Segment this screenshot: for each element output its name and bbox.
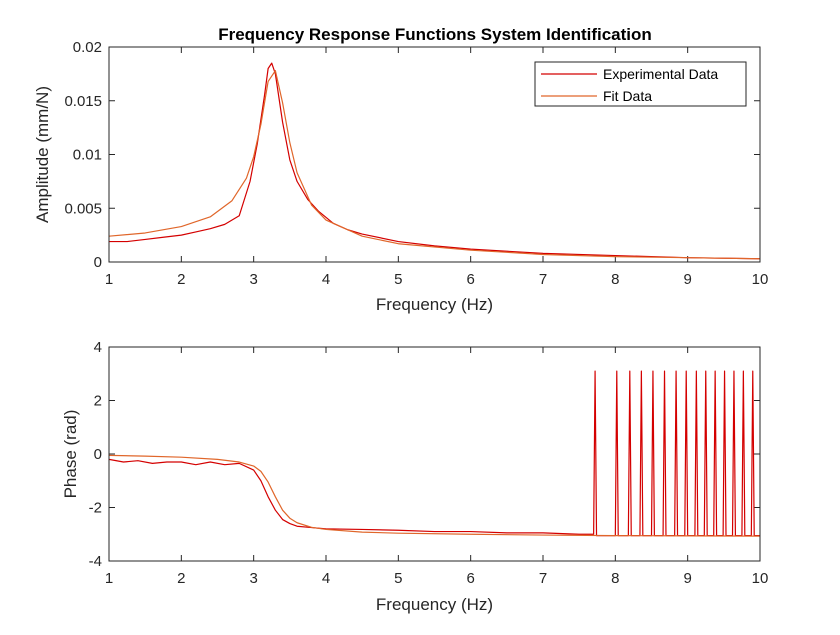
- amplitude-series-fit: [108, 70, 761, 260]
- phase-xtick-label: 3: [249, 570, 257, 587]
- phase-xtick-label: 5: [394, 570, 402, 587]
- amplitude-axes: 1 2 3 4 5 6 7 8 9 10 0 0.005 0.01 0.015 0.02 Frequency…: [33, 39, 768, 314]
- amplitude-xtick-label: 6: [466, 271, 474, 288]
- amplitude-ticks: 1 2 3 4 5 6 7 8 9 10 0 0.005 0.01 0.015 0.02: [64, 39, 768, 288]
- amplitude-xtick-label: 7: [539, 271, 547, 288]
- phase-xtick-label: 10: [752, 570, 769, 587]
- figure-title: Frequency Response Functions System Iden…: [218, 25, 652, 44]
- amplitude-xtick-label: 2: [177, 271, 185, 288]
- amplitude-xtick-label: 4: [322, 271, 330, 288]
- phase-ylabel: Phase (rad): [61, 410, 80, 499]
- amplitude-xtick-label: 1: [105, 271, 113, 288]
- phase-plot-area: [109, 347, 760, 561]
- amplitude-axes-box: [108, 46, 761, 263]
- phase-xtick-label: 1: [105, 570, 113, 587]
- amplitude-xtick-label: 8: [611, 271, 619, 288]
- legend-label-experimental: Experimental Data: [603, 66, 718, 82]
- phase-ytick-label: 4: [94, 339, 102, 356]
- amplitude-series-experimental: [109, 62, 761, 260]
- amplitude-series-group: [108, 62, 761, 260]
- phase-xtick-label: 8: [611, 570, 619, 587]
- phase-xtick-label: 9: [683, 570, 691, 587]
- phase-ytick-label: -2: [89, 500, 102, 517]
- amplitude-ytick-label: 0.005: [64, 200, 102, 217]
- phase-ytick-label: 2: [94, 393, 102, 410]
- legend-label-fit: Fit Data: [603, 88, 652, 104]
- amplitude-ytick-label: 0.015: [64, 93, 102, 110]
- amplitude-ytick-label: 0: [94, 254, 102, 271]
- legend: Experimental Data Fit Data: [534, 61, 747, 107]
- amplitude-ylabel: Amplitude (mm/N): [33, 86, 52, 223]
- amplitude-xtick-label: 3: [249, 271, 257, 288]
- phase-xlabel: Frequency (Hz): [376, 595, 493, 614]
- amplitude-ytick-label: 0.01: [73, 147, 102, 164]
- phase-ytick-label: 0: [94, 446, 102, 463]
- phase-xtick-label: 2: [177, 570, 185, 587]
- amplitude-xtick-label: 9: [683, 271, 691, 288]
- amplitude-xlabel: Frequency (Hz): [376, 295, 493, 314]
- legend-box: [534, 61, 747, 107]
- amplitude-ytick-label: 0.02: [73, 39, 102, 56]
- phase-ytick-label: -4: [89, 553, 102, 570]
- phase-series-group: [108, 370, 761, 537]
- phase-xtick-label: 7: [539, 570, 547, 587]
- phase-axes-box: [108, 346, 761, 562]
- phase-axes: 1 2 3 4 5 6 7 8 9 10 -4 -2 0 2 4 Frequency (Hz) Phase …: [61, 339, 768, 614]
- phase-series-fit: [108, 454, 761, 537]
- amplitude-xtick-label: 5: [394, 271, 402, 288]
- phase-xtick-label: 4: [322, 570, 330, 587]
- phase-ticks: 1 2 3 4 5 6 7 8 9 10 -4 -2 0 2 4: [89, 339, 769, 587]
- phase-xtick-label: 6: [466, 570, 474, 587]
- amplitude-xtick-label: 10: [752, 271, 769, 288]
